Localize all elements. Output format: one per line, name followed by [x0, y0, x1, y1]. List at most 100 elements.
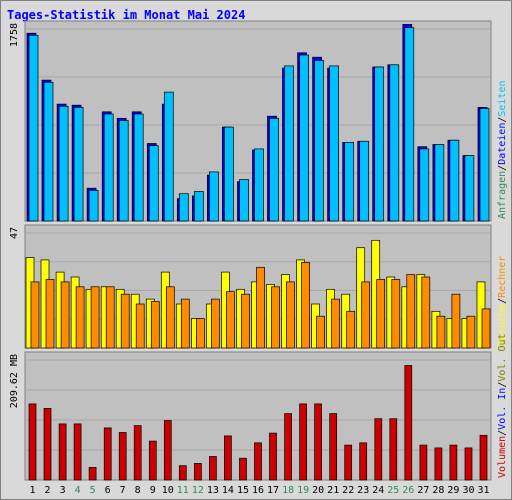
- top-panel: [24, 20, 492, 222]
- bottom-bar-volumen-day-19: [299, 403, 307, 481]
- bottom-bar-volumen-day-14: [224, 435, 232, 481]
- x-tick-label-day-27: 27: [417, 485, 429, 496]
- bottom-legend: Volumen/Vol. In/Vol. Out: [497, 333, 508, 478]
- bottom-bar-volumen-day-18: [284, 413, 292, 481]
- x-tick-label-day-29: 29: [447, 485, 459, 496]
- middle-bar-rechner-day-30: [466, 315, 476, 349]
- middle-y-max-label: 47: [9, 227, 20, 239]
- top-bar-seiten-day-15: [239, 179, 249, 222]
- bottom-bar-volumen-day-30: [464, 447, 473, 481]
- x-tick-label-day-20: 20: [312, 485, 324, 496]
- bottom-bar-volumen-day-11: [178, 465, 187, 481]
- bottom-bar-volumen-day-13: [209, 456, 217, 481]
- top-bar-seiten-day-9: [148, 145, 159, 222]
- top-bar-seiten-day-8: [133, 113, 144, 222]
- x-tick-label-day-9: 9: [150, 485, 156, 496]
- middle-legend: Besuche/Rechner: [497, 256, 508, 346]
- top-bar-seiten-day-11: [178, 193, 189, 222]
- middle-bar-rechner-day-15: [241, 293, 250, 349]
- top-legend: Anfragen/Dateien/Seiten: [497, 80, 508, 219]
- middle-bar-rechner-day-2: [45, 279, 55, 349]
- top-y-max-label: 1758: [9, 23, 20, 47]
- bottom-bar-volumen-day-24: [374, 418, 383, 481]
- top-bar-seiten-day-14: [224, 126, 234, 222]
- bottom-bar-volumen-day-10: [163, 420, 172, 481]
- bottom-bar-volumen-day-26: [404, 365, 413, 481]
- bottom-bar-volumen-day-15: [239, 457, 247, 481]
- legend-item-anfragen: Anfragen: [497, 171, 508, 219]
- x-tick-label-day-25: 25: [387, 485, 399, 496]
- bottom-bar-volumen-day-29: [449, 444, 458, 481]
- top-bar-seiten-day-7: [118, 120, 129, 222]
- top-bar-seiten-day-12: [194, 191, 204, 222]
- top-bar-seiten-day-22: [344, 142, 355, 222]
- top-bar-seiten-day-24: [374, 66, 385, 222]
- bottom-bar-volumen-day-2: [43, 408, 52, 481]
- bottom-bar-volumen-day-23: [359, 442, 368, 481]
- bottom-bar-volumen-day-16: [254, 442, 262, 481]
- top-bar-seiten-day-1: [28, 34, 39, 222]
- top-bar-seiten-day-19: [299, 54, 309, 222]
- middle-bar-rechner-day-4: [75, 286, 85, 349]
- bottom-bar-volumen-day-31: [479, 434, 488, 481]
- top-bar-seiten-day-28: [434, 144, 445, 222]
- middle-bar-rechner-day-28: [436, 315, 446, 349]
- top-bar-seiten-day-16: [254, 148, 264, 222]
- x-tick-label-day-17: 17: [267, 485, 279, 496]
- top-bar-seiten-day-30: [464, 155, 475, 222]
- x-tick-label-day-2: 2: [44, 485, 50, 496]
- x-tick-label-day-16: 16: [252, 485, 264, 496]
- top-bar-seiten-day-3: [58, 105, 69, 222]
- middle-bar-rechner-day-9: [150, 301, 160, 349]
- x-tick-label-day-11: 11: [177, 485, 189, 496]
- legend-item-seiten: Seiten: [497, 80, 508, 116]
- middle-bar-rechner-day-23: [361, 281, 371, 349]
- bottom-bar-volumen-day-4: [73, 423, 82, 481]
- top-bar-seiten-day-20: [314, 60, 324, 222]
- x-tick-label-day-21: 21: [327, 485, 339, 496]
- top-bar-seiten-day-10: [163, 91, 174, 222]
- x-tick-label-day-12: 12: [192, 485, 204, 496]
- middle-bar-rechner-day-12: [196, 318, 205, 349]
- middle-bar-rechner-day-16: [256, 266, 265, 349]
- chart-title: Tages-Statistik im Monat Mai 2024: [7, 8, 246, 22]
- x-tick-label-day-3: 3: [60, 485, 66, 496]
- middle-panel: [24, 224, 492, 349]
- top-bar-seiten-day-6: [103, 113, 114, 222]
- bottom-bar-volumen-day-20: [314, 403, 322, 481]
- legend-separator: /: [497, 117, 508, 123]
- bottom-bar-volumen-day-28: [434, 447, 443, 481]
- x-tick-label-day-13: 13: [207, 485, 219, 496]
- legend-item-volout: Vol. Out: [497, 333, 508, 381]
- bottom-bar-volumen-day-12: [194, 463, 202, 481]
- legend-item-besuche: Besuche: [497, 304, 508, 346]
- x-tick-label-day-1: 1: [29, 485, 35, 496]
- x-tick-label-day-18: 18: [282, 485, 294, 496]
- top-bar-seiten-day-13: [209, 171, 219, 222]
- top-bar-seiten-day-17: [269, 117, 279, 222]
- x-tick-label-day-31: 31: [477, 485, 489, 496]
- x-tick-label-day-8: 8: [135, 485, 141, 496]
- x-tick-label-day-26: 26: [402, 485, 414, 496]
- x-tick-label-day-10: 10: [162, 485, 174, 496]
- x-tick-label-day-19: 19: [297, 485, 309, 496]
- bottom-bar-volumen-day-22: [344, 444, 353, 481]
- top-bar-seiten-day-25: [389, 64, 400, 222]
- middle-bar-rechner-day-5: [90, 286, 100, 349]
- legend-item-volumen: Volumen: [497, 436, 508, 478]
- middle-bar-rechner-day-31: [481, 308, 491, 349]
- top-bar-seiten-day-27: [419, 148, 430, 222]
- bottom-bar-volumen-day-25: [389, 418, 398, 481]
- legend-separator: /: [497, 382, 508, 388]
- bottom-bar-volumen-day-7: [118, 432, 127, 481]
- bottom-bar-volumen-day-9: [148, 440, 157, 481]
- top-bar-seiten-day-2: [43, 81, 54, 222]
- middle-bar-rechner-day-22: [346, 310, 356, 349]
- middle-bar-rechner-day-20: [316, 315, 325, 349]
- middle-bar-rechner-day-17: [271, 286, 280, 349]
- x-tick-label-day-23: 23: [357, 485, 369, 496]
- middle-bar-rechner-day-1: [30, 281, 40, 349]
- bottom-bar-volumen-day-6: [103, 427, 112, 481]
- top-bar-seiten-day-21: [329, 65, 339, 222]
